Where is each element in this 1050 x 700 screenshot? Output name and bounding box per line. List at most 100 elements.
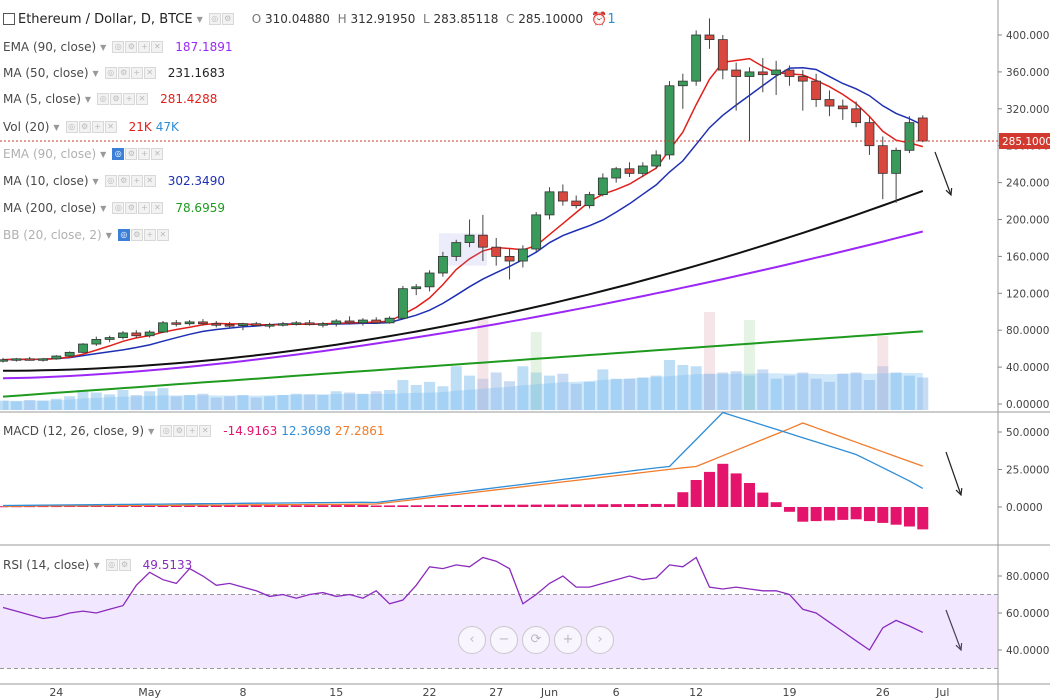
alarm-clock-icon[interactable]: ⏰ (591, 11, 608, 27)
rsi-value: 49.5133 (142, 558, 193, 572)
macd-hist-bar (250, 505, 262, 507)
chevron-down-icon[interactable]: ▼ (84, 94, 92, 104)
volume-bar (344, 392, 356, 410)
legend-name[interactable]: MA (5, close) (3, 92, 81, 106)
legend-toolbar[interactable]: ◎ ⚙ (105, 559, 131, 571)
chevron-down-icon[interactable]: ▼ (105, 230, 112, 240)
legend-row: BB (20, close, 2) ▼ ◎ ⚙ + ✕ (0, 225, 177, 245)
zoom-out-button[interactable]: − (490, 626, 518, 654)
macd-hist-bar (530, 504, 542, 507)
macd-hist-bar (344, 505, 356, 507)
chevron-down-icon[interactable]: ▼ (92, 68, 99, 78)
candle-down (784, 69, 795, 77)
volume-ma-area (3, 372, 923, 410)
legend-toolbar[interactable]: ◎ ⚙ + ✕ (104, 175, 156, 187)
reset-button[interactable]: ⟳ (522, 626, 550, 654)
time-tick-label: 8 (239, 686, 246, 699)
volume-bar (37, 400, 49, 410)
price-tag-box (999, 132, 1050, 149)
legend-toolbar[interactable]: ◎ ⚙ + ✕ (65, 121, 117, 133)
chevron-down-icon[interactable]: ▼ (148, 426, 155, 436)
volume-bar (624, 378, 636, 410)
scroll-right-button[interactable]: › (586, 626, 614, 654)
volume-bar (610, 378, 622, 410)
macd-hist-bar (117, 505, 129, 507)
legend-toolbar[interactable]: ◎ ⚙ + ✕ (104, 67, 156, 79)
legend-name[interactable]: MA (50, close) (3, 66, 89, 80)
chevron-down-icon[interactable]: ▼ (53, 122, 60, 132)
legend-name[interactable]: MA (10, close) (3, 174, 89, 188)
time-tick-label: 26 (876, 686, 890, 699)
legend-name[interactable]: MA (200, close) (3, 201, 97, 215)
volume-bar (184, 395, 196, 410)
macd-hist-bar (783, 507, 795, 512)
candle-up (531, 214, 542, 250)
candle-up (411, 286, 422, 290)
candle-up (451, 242, 462, 257)
macd-hist-bar (357, 505, 369, 507)
chevron-down-icon[interactable]: ▼ (196, 14, 203, 24)
macd-signal-line (2, 422, 924, 507)
legend-toolbar[interactable]: ◎ ⚙ + ✕ (112, 202, 164, 214)
macd-hist-bar (304, 505, 316, 507)
volume-bar (250, 397, 262, 410)
macd-hist-bar (130, 505, 142, 507)
rsi-legend-name[interactable]: RSI (14, close) (3, 558, 90, 572)
legend-value: 231.1683 (167, 66, 225, 80)
chevron-down-icon[interactable]: ▼ (93, 560, 100, 570)
volume-bar (104, 394, 116, 410)
legend-name[interactable]: EMA (90, close) (3, 40, 97, 54)
volume-bar (637, 377, 649, 410)
macd-hist-bar (77, 505, 89, 507)
candle-up (891, 149, 902, 174)
legend-toolbar[interactable]: ◎ ⚙ + ✕ (117, 229, 169, 241)
macd-tick-label: 50.0000 (1006, 427, 1049, 439)
candle-down (571, 200, 582, 207)
macd-hist-bar (544, 504, 556, 507)
macd-hist-bar (224, 505, 236, 507)
volume-bar (424, 381, 436, 410)
macd-hist-bar (677, 492, 689, 507)
macd-hist-bar (144, 505, 156, 507)
ma50-line (2, 189, 924, 372)
macd-hist-bar (903, 507, 915, 527)
legend-toolbar[interactable]: ◎ ⚙ + ✕ (97, 93, 149, 105)
macd-hist-value: -14.9163 (223, 424, 278, 438)
candle-down (171, 322, 182, 325)
macd-hist-bar (850, 507, 862, 520)
volume-bar (290, 393, 302, 410)
scroll-left-button[interactable]: ‹ (458, 626, 486, 654)
chevron-down-icon[interactable]: ▼ (100, 203, 107, 213)
rsi-line (2, 556, 924, 651)
alerts-count[interactable]: 1 (607, 11, 616, 27)
chevron-down-icon[interactable]: ▼ (100, 42, 107, 52)
macd-hist-bar (570, 504, 582, 507)
symbol-title[interactable]: Ethereum / Dollar, D, BTCE (18, 11, 193, 27)
volume-bar (157, 388, 169, 410)
ema90-line (2, 230, 924, 380)
candle-up (64, 351, 75, 357)
candle-up (158, 322, 168, 333)
macd-hist-bar (637, 504, 649, 507)
legend-name[interactable]: Vol (20) (3, 120, 50, 134)
legend-name[interactable]: BB (20, close, 2) (3, 228, 102, 242)
macd-hist-bar (610, 504, 622, 507)
header-toolbar[interactable]: ◎ ⚙ (208, 13, 234, 25)
chevron-down-icon[interactable]: ▼ (100, 149, 107, 159)
macd-hist-bar (690, 480, 702, 507)
legend-name[interactable]: EMA (90, close) (3, 147, 97, 161)
legend-row: MA (5, close) ▼ ◎ ⚙ + ✕ 281.4288 (0, 89, 217, 109)
collapse-icon[interactable] (3, 13, 15, 25)
macd-hist-bar (410, 505, 422, 507)
legend-toolbar[interactable]: ◎ ⚙ + ✕ (112, 41, 164, 53)
macd-legend-name[interactable]: MACD (12, 26, close, 9) (3, 424, 145, 438)
macd-hist-bar (330, 505, 342, 507)
legend-toolbar[interactable]: ◎ ⚙ + ✕ (160, 425, 212, 437)
candle-up (144, 331, 155, 337)
zoom-in-button[interactable]: + (554, 626, 582, 654)
legend-toolbar[interactable]: ◎ ⚙ + ✕ (112, 148, 164, 160)
trend-arrow-price (934, 151, 952, 196)
volume-bar (917, 377, 929, 410)
chevron-down-icon[interactable]: ▼ (92, 176, 99, 186)
